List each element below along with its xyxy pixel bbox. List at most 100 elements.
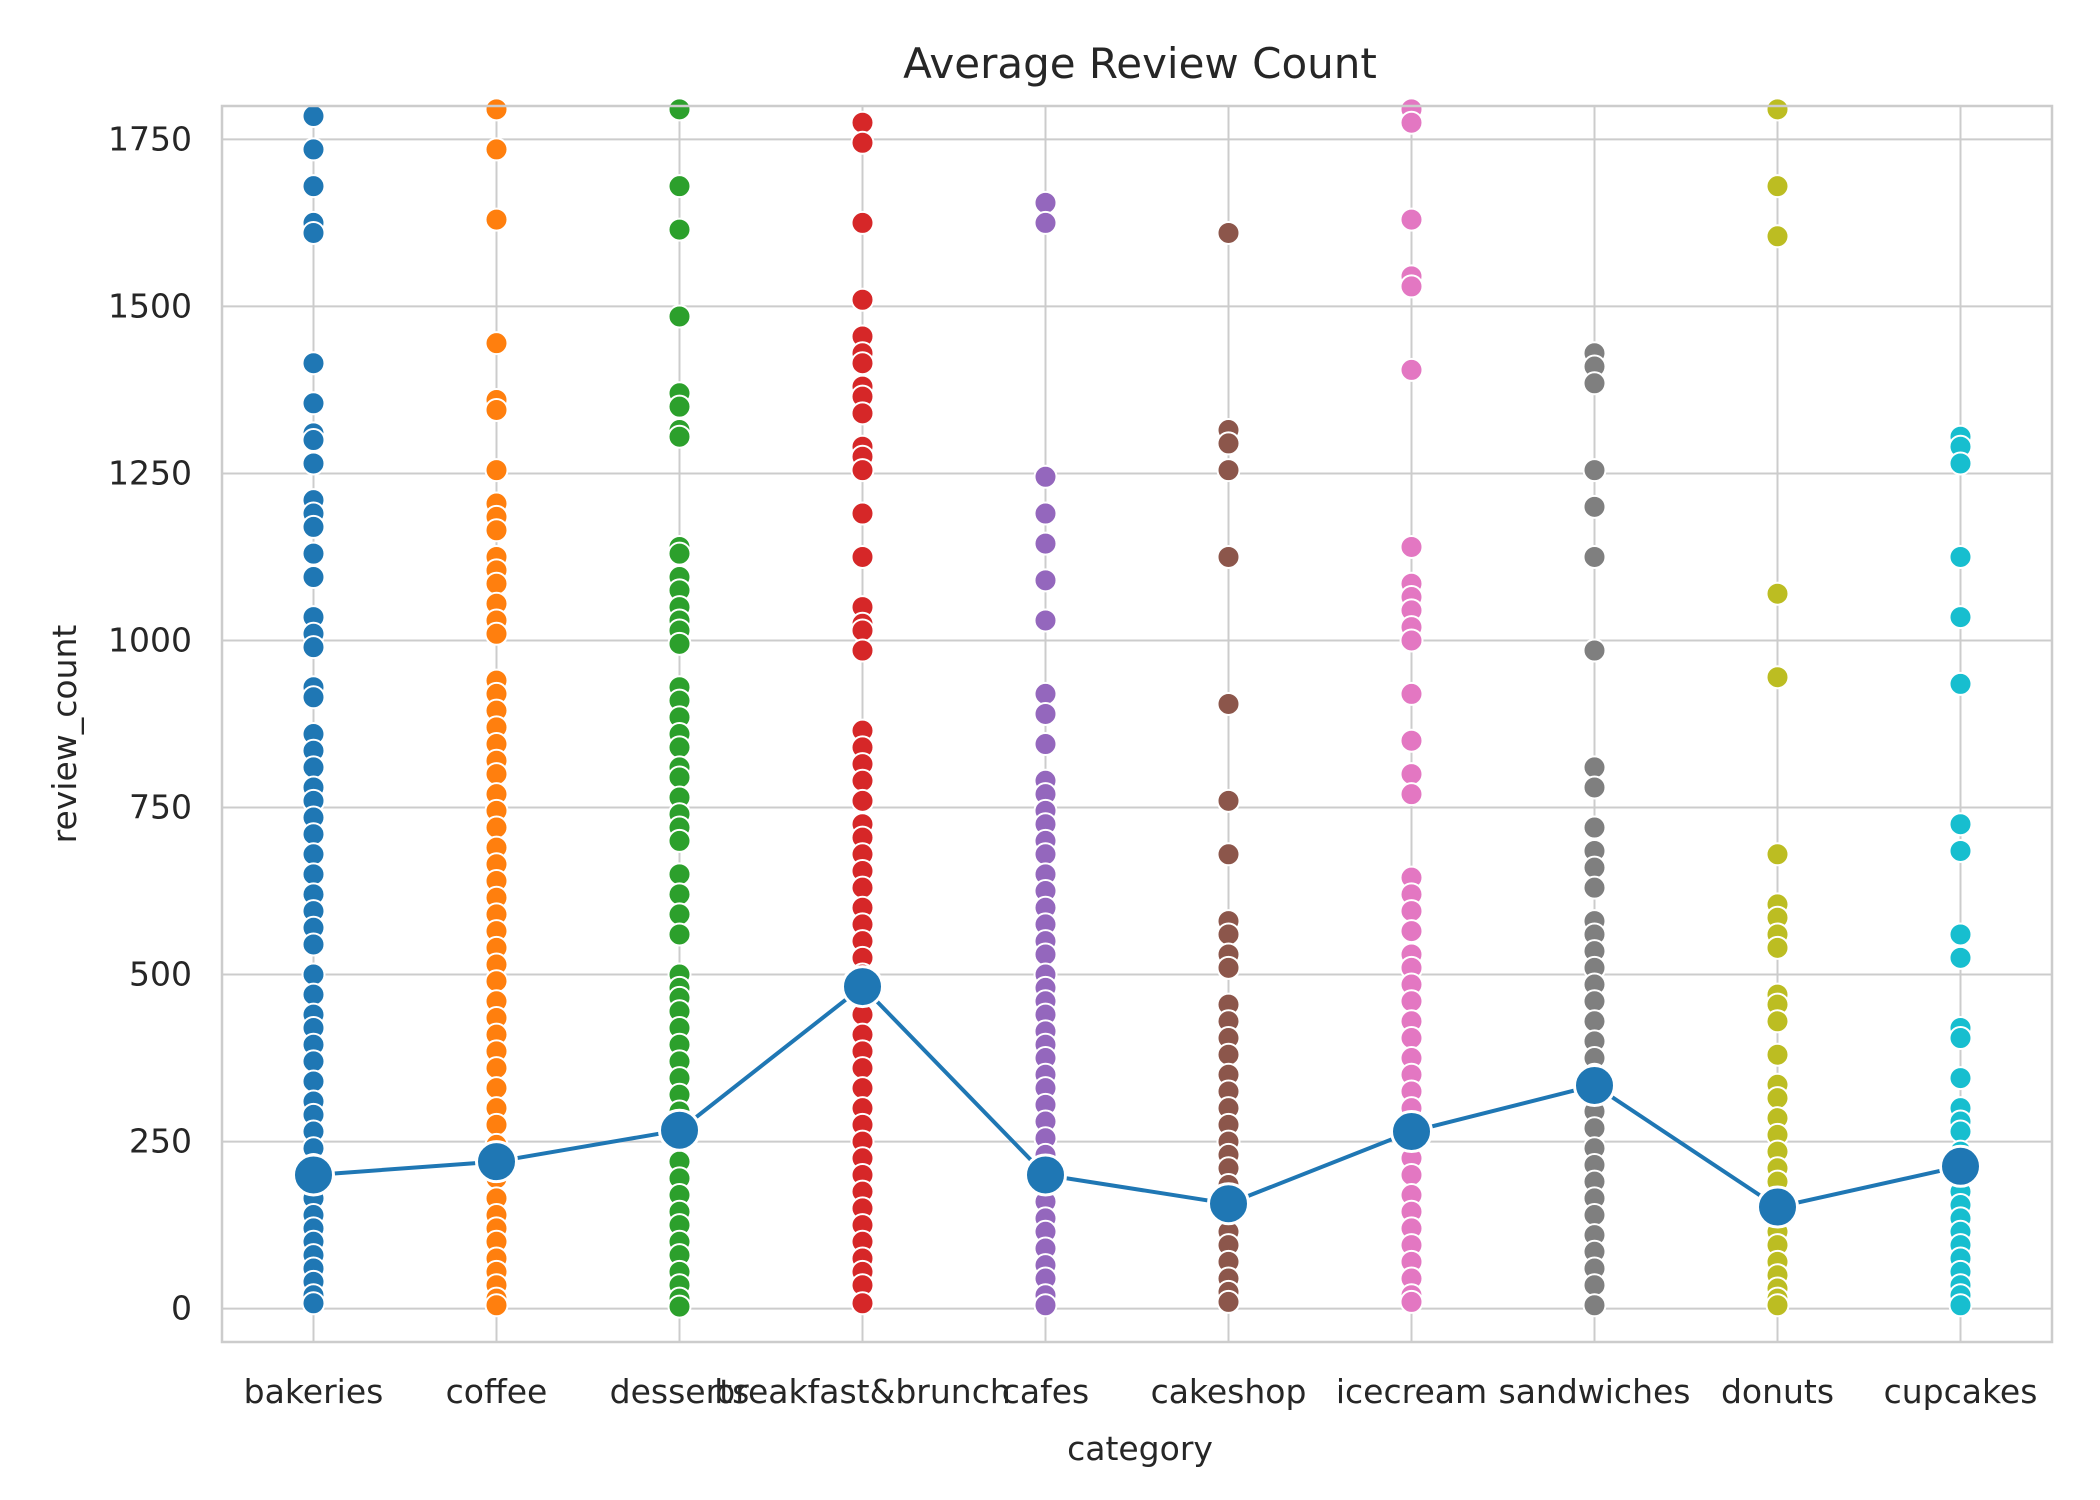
mean-point: [1024, 1153, 1067, 1197]
data-point: [1582, 1009, 1607, 1034]
data-point: [301, 842, 326, 867]
data-point: [301, 982, 326, 1007]
data-point: [301, 428, 326, 453]
data-point: [301, 755, 326, 780]
data-point: [850, 1076, 875, 1101]
data-point: [1765, 174, 1790, 199]
data-point: [1948, 671, 1973, 696]
data-point: [1216, 788, 1241, 813]
data-point: [1948, 544, 1973, 569]
data-point: [484, 762, 509, 787]
y-tick-label: 1500: [108, 286, 192, 325]
data-point: [850, 1291, 875, 1316]
data-point: [1765, 1293, 1790, 1318]
data-point: [301, 137, 326, 162]
data-point: [484, 969, 509, 994]
data-point: [1033, 501, 1058, 526]
x-tick-label: breakfast&brunch: [714, 1372, 1011, 1411]
data-point: [301, 1049, 326, 1074]
data-point: [1582, 1273, 1607, 1298]
data-point: [850, 618, 875, 643]
data-point: [1399, 762, 1424, 787]
data-point: [1582, 638, 1607, 663]
data-point: [1582, 775, 1607, 800]
mean-point: [1207, 1182, 1250, 1226]
data-point: [484, 621, 509, 646]
data-point: [484, 1076, 509, 1101]
data-point: [301, 962, 326, 987]
data-point: [1033, 842, 1058, 867]
data-point: [667, 541, 692, 566]
data-point: [484, 331, 509, 356]
data-point: [1033, 531, 1058, 556]
data-point: [301, 822, 326, 847]
data-point: [1399, 110, 1424, 135]
data-point: [1216, 220, 1241, 245]
data-point: [850, 458, 875, 483]
data-point: [1033, 210, 1058, 235]
data-point: [1399, 919, 1424, 944]
data-point: [1948, 1119, 1973, 1144]
data-point: [850, 638, 875, 663]
data-point: [484, 97, 509, 122]
plot-frame: [220, 104, 2054, 1344]
data-point: [1582, 855, 1607, 880]
data-point: [1948, 1293, 1973, 1318]
data-point: [850, 351, 875, 376]
data-point: [1033, 464, 1058, 489]
y-tick-label: 1000: [108, 620, 192, 659]
data-point: [1948, 451, 1973, 476]
data-point: [484, 207, 509, 232]
data-point: [1582, 458, 1607, 483]
data-point: [667, 902, 692, 927]
data-point: [1033, 681, 1058, 706]
data-point: [667, 97, 692, 122]
data-point: [1765, 581, 1790, 606]
x-tick-label: donuts: [1721, 1372, 1834, 1411]
data-point: [301, 635, 326, 660]
data-point: [1765, 224, 1790, 249]
data-point: [1582, 815, 1607, 840]
data-point: [1216, 955, 1241, 980]
data-point: [1399, 1162, 1424, 1187]
data-point: [1765, 842, 1790, 867]
data-point: [484, 458, 509, 483]
data-point: [1216, 1289, 1241, 1314]
mean-point: [1573, 1063, 1616, 1107]
x-axis-label: category: [1067, 1429, 1213, 1468]
data-point: [1582, 989, 1607, 1014]
data-point: [1399, 274, 1424, 299]
data-point: [301, 451, 326, 476]
data-point: [850, 788, 875, 813]
data-point: [1399, 782, 1424, 807]
mean-point: [1939, 1144, 1982, 1188]
data-point: [850, 401, 875, 426]
x-tick-label: desserts: [610, 1372, 750, 1411]
data-point: [1033, 701, 1058, 726]
data-point: [667, 394, 692, 419]
data-point: [484, 1112, 509, 1137]
data-point: [484, 397, 509, 422]
data-point: [1765, 1009, 1790, 1034]
data-point: [301, 862, 326, 887]
data-point: [1216, 842, 1241, 867]
data-point: [301, 565, 326, 590]
tick-labels: 0 250 500 750 1000 1250 1500 1750 bakeries coffee…: [108, 119, 2037, 1411]
data-point: [301, 932, 326, 957]
x-tick-label: sandwiches: [1499, 1372, 1691, 1411]
y-tick-label: 750: [129, 788, 192, 827]
data-point: [301, 174, 326, 199]
data-point: [667, 735, 692, 760]
data-point: [850, 1056, 875, 1081]
data-point: [1399, 681, 1424, 706]
data-point: [1948, 812, 1973, 837]
data-point: [1216, 544, 1241, 569]
data-point: [1582, 755, 1607, 780]
data-point: [1216, 691, 1241, 716]
data-point: [1948, 1066, 1973, 1091]
y-tick-label: 0: [171, 1289, 192, 1328]
data-point: [667, 424, 692, 449]
mean-point: [292, 1153, 335, 1197]
data-point: [484, 1293, 509, 1318]
